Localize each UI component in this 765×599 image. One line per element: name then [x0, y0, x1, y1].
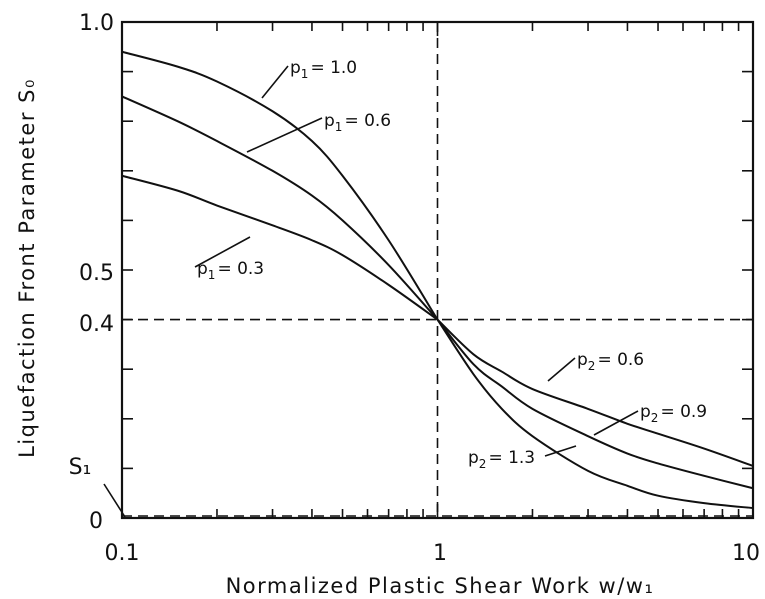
s1-leader — [103, 483, 126, 518]
curve-series-2 — [121, 174, 439, 321]
curve-series-0 — [121, 50, 439, 321]
y-tick-label-0.5: 0.5 — [79, 261, 114, 286]
y-tick-label-0.4: 0.4 — [79, 312, 114, 337]
curve-label-p1-0.6: p1 = 0.6 — [324, 111, 391, 134]
label-leader-1 — [246, 117, 323, 153]
curve-label-p1-1.0: p1 = 1.0 — [290, 58, 357, 81]
curve-series-4 — [436, 318, 754, 490]
y-tick-label-0: 0 — [89, 509, 103, 534]
y-axis-title: Liquefaction Front Parameter S₀ — [15, 78, 39, 458]
x-tick-label-0.1: 0.1 — [105, 541, 140, 566]
label-leader-lines — [194, 65, 639, 457]
reference-lines — [122, 22, 753, 518]
curve-series-3 — [436, 318, 754, 467]
curve-series-5 — [436, 319, 754, 510]
y-tick-label-s1: S₁ — [69, 455, 92, 480]
curve-label-p2-0.9: p2 = 0.9 — [640, 402, 707, 425]
curve-series-1 — [121, 95, 439, 321]
x-tick-label-1: 1 — [433, 541, 447, 566]
curve-label-p2-1.3: p2 = 1.3 — [468, 448, 535, 471]
label-leader-0 — [261, 65, 289, 99]
series-curves — [121, 50, 754, 510]
curve-label-p2-0.6: p2 = 0.6 — [577, 350, 644, 373]
label-leader-5 — [544, 445, 577, 457]
label-leader-3 — [547, 357, 576, 382]
y-tick-label-1.0: 1.0 — [79, 11, 114, 36]
label-leader-2 — [194, 236, 251, 268]
label-leader-4 — [593, 410, 639, 436]
x-tick-label-10: 10 — [732, 541, 760, 566]
curve-label-p1-0.3: p1 = 0.3 — [197, 259, 264, 282]
x-axis-title: Normalized Plastic Shear Work w/w₁ — [226, 574, 655, 598]
plot-frame — [120, 20, 755, 520]
